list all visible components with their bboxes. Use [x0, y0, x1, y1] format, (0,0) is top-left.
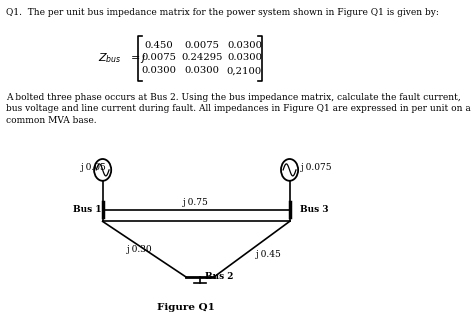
Text: bus voltage and line current during fault. All impedances in Figure Q1 are expre: bus voltage and line current during faul…	[6, 105, 471, 113]
Text: common MVA base.: common MVA base.	[6, 116, 97, 125]
Text: 0.450: 0.450	[145, 42, 173, 50]
Text: j 0.45: j 0.45	[255, 250, 282, 259]
Text: Bus 3: Bus 3	[300, 205, 328, 214]
Text: 0.0075: 0.0075	[185, 42, 220, 50]
Text: Bus 2: Bus 2	[205, 272, 233, 281]
Text: $= j$: $= j$	[128, 51, 147, 65]
Text: 0.0300: 0.0300	[185, 66, 220, 75]
Text: $Z_{bus}$: $Z_{bus}$	[99, 51, 122, 65]
Text: j 0.30: j 0.30	[127, 245, 153, 254]
Text: 0.24295: 0.24295	[182, 53, 223, 62]
Text: Bus 1: Bus 1	[73, 205, 101, 214]
Text: 0.0300: 0.0300	[141, 66, 176, 75]
Text: 0.0300: 0.0300	[227, 42, 262, 50]
Text: 0,2100: 0,2100	[227, 66, 262, 75]
Text: 0.0300: 0.0300	[227, 53, 262, 62]
Text: Figure Q1: Figure Q1	[157, 303, 215, 312]
Text: j 0.75: j 0.75	[183, 198, 209, 207]
Text: A bolted three phase occurs at Bus 2. Using the bus impedance matrix, calculate : A bolted three phase occurs at Bus 2. Us…	[6, 93, 461, 101]
Text: 0.0075: 0.0075	[141, 53, 176, 62]
Text: j 0.05: j 0.05	[81, 164, 107, 172]
Text: j 0.075: j 0.075	[301, 164, 332, 172]
Text: Q1.  The per unit bus impedance matrix for the power system shown in Figure Q1 i: Q1. The per unit bus impedance matrix fo…	[6, 8, 439, 17]
